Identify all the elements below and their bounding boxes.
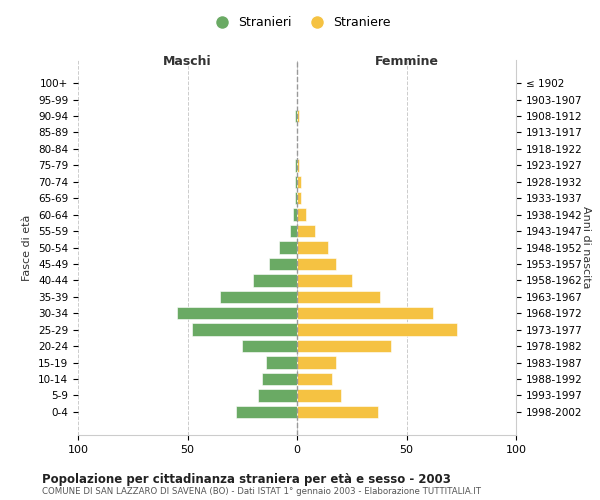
Bar bbox=[297, 176, 301, 188]
Bar bbox=[242, 340, 297, 352]
Text: Maschi: Maschi bbox=[163, 56, 212, 68]
Bar bbox=[269, 258, 297, 270]
Bar bbox=[297, 373, 332, 385]
Bar bbox=[295, 192, 297, 204]
Bar bbox=[290, 225, 297, 237]
Bar bbox=[192, 324, 297, 336]
Bar bbox=[266, 356, 297, 368]
Bar bbox=[297, 208, 306, 221]
Bar bbox=[220, 290, 297, 303]
Bar bbox=[297, 324, 457, 336]
Bar bbox=[297, 258, 337, 270]
Bar bbox=[297, 290, 380, 303]
Bar bbox=[262, 373, 297, 385]
Bar bbox=[253, 274, 297, 286]
Bar bbox=[297, 225, 314, 237]
Bar bbox=[257, 389, 297, 402]
Y-axis label: Anni di nascita: Anni di nascita bbox=[581, 206, 591, 289]
Bar bbox=[297, 110, 299, 122]
Bar bbox=[297, 242, 328, 254]
Bar bbox=[295, 110, 297, 122]
Bar bbox=[293, 208, 297, 221]
Bar bbox=[297, 192, 301, 204]
Bar bbox=[280, 242, 297, 254]
Legend: Stranieri, Straniere: Stranieri, Straniere bbox=[205, 11, 395, 34]
Bar bbox=[297, 356, 337, 368]
Bar bbox=[297, 389, 341, 402]
Text: Femmine: Femmine bbox=[374, 56, 439, 68]
Bar bbox=[236, 406, 297, 418]
Bar bbox=[297, 307, 433, 320]
Text: COMUNE DI SAN LAZZARO DI SAVENA (BO) - Dati ISTAT 1° gennaio 2003 - Elaborazione: COMUNE DI SAN LAZZARO DI SAVENA (BO) - D… bbox=[42, 488, 481, 496]
Bar bbox=[295, 159, 297, 172]
Bar bbox=[297, 274, 352, 286]
Bar bbox=[297, 159, 299, 172]
Text: Popolazione per cittadinanza straniera per età e sesso - 2003: Popolazione per cittadinanza straniera p… bbox=[42, 472, 451, 486]
Bar bbox=[295, 176, 297, 188]
Bar bbox=[176, 307, 297, 320]
Bar bbox=[297, 406, 378, 418]
Bar bbox=[297, 340, 391, 352]
Y-axis label: Fasce di età: Fasce di età bbox=[22, 214, 32, 280]
